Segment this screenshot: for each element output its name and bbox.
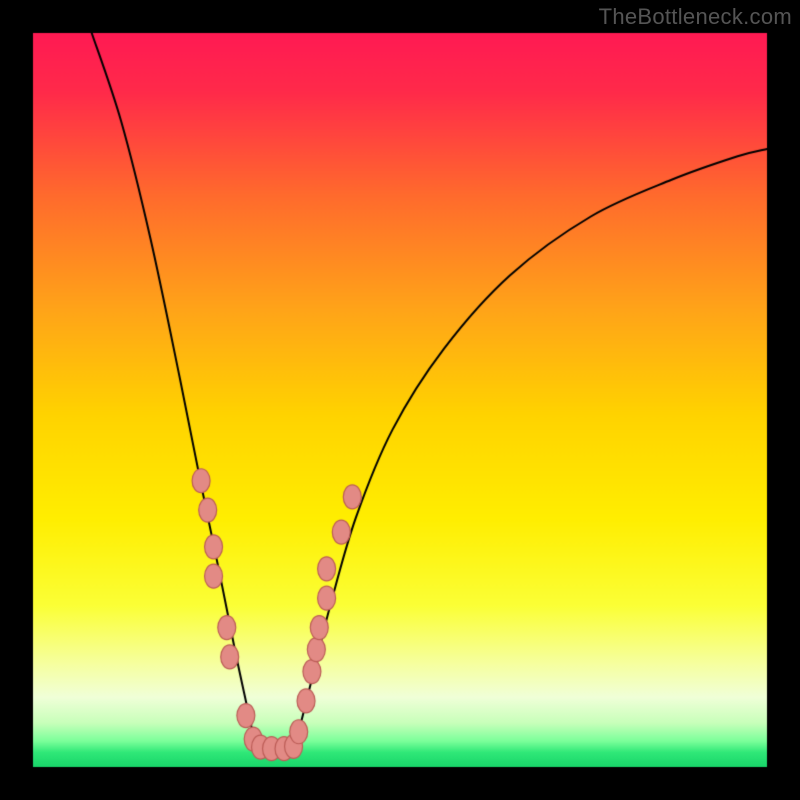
bottleneck-chart bbox=[0, 0, 800, 800]
